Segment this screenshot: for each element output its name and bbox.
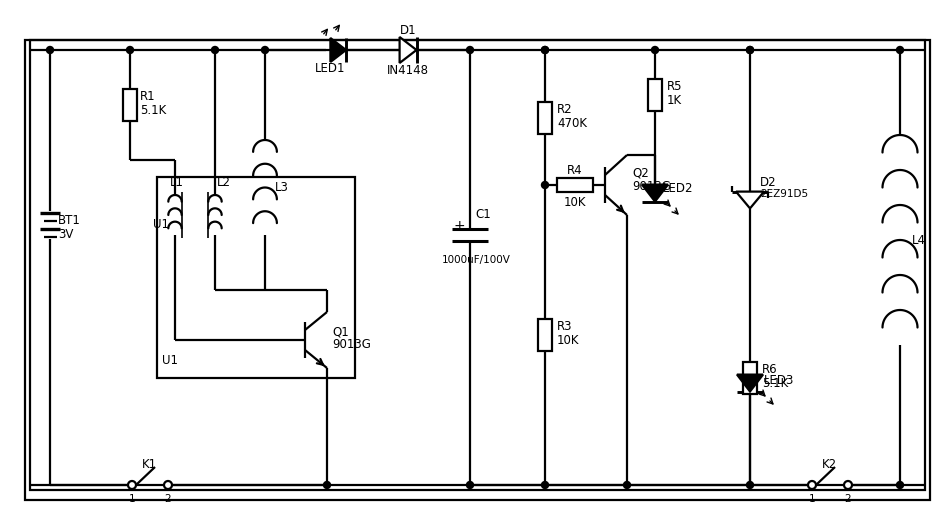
Circle shape [897,481,903,489]
Text: R2: R2 [557,103,573,116]
Circle shape [324,481,331,489]
Text: D1: D1 [400,23,416,37]
Circle shape [466,47,473,54]
Text: 2: 2 [845,494,851,504]
Text: R3: R3 [557,321,573,333]
Text: L1: L1 [170,176,184,190]
Circle shape [126,47,134,54]
Text: K2: K2 [822,458,837,472]
Text: Q2: Q2 [632,166,649,180]
Text: 2: 2 [164,494,171,504]
Text: L4: L4 [912,234,926,246]
Text: LED1: LED1 [314,61,345,75]
Polygon shape [736,192,764,208]
Text: 9013G: 9013G [632,181,671,193]
Circle shape [623,481,631,489]
Text: R6: R6 [762,363,778,376]
Circle shape [164,481,172,489]
Circle shape [542,47,548,54]
Text: 3V: 3V [58,227,73,241]
Text: Q1: Q1 [332,325,349,339]
Text: U1: U1 [162,354,178,367]
Bar [557,178,593,192]
Circle shape [261,47,269,54]
Circle shape [808,481,816,489]
Circle shape [844,481,852,489]
Text: U1: U1 [153,218,169,232]
Text: L3: L3 [275,181,289,194]
Bar [538,102,552,134]
Polygon shape [737,375,763,392]
Text: 470K: 470K [557,117,587,130]
Text: C1: C1 [475,208,491,222]
Text: R4: R4 [567,163,582,176]
Text: LED2: LED2 [663,182,693,196]
Circle shape [466,481,473,489]
Text: 2EZ91D5: 2EZ91D5 [760,189,808,199]
Circle shape [542,481,548,489]
Circle shape [747,47,753,54]
Text: 9013G: 9013G [332,339,370,351]
Text: K1: K1 [142,458,157,472]
Text: R5: R5 [667,81,682,93]
Circle shape [128,481,136,489]
Text: 10K: 10K [563,197,586,209]
Polygon shape [400,37,416,63]
Bar [743,361,757,393]
Text: LED3: LED3 [764,375,794,387]
Text: BT1: BT1 [58,214,81,226]
Text: 1K: 1K [667,94,682,108]
Text: 5.1K: 5.1K [762,377,788,390]
Text: 10K: 10K [557,334,580,348]
Circle shape [652,47,658,54]
Text: IN4148: IN4148 [387,64,429,76]
Text: 1000uF/100V: 1000uF/100V [442,255,511,265]
Text: L2: L2 [217,176,231,190]
Circle shape [542,47,548,54]
Polygon shape [331,38,346,62]
Circle shape [747,47,753,54]
Text: D2: D2 [760,175,777,189]
Text: 5.1K: 5.1K [140,104,166,118]
Bar [648,79,662,111]
Bar [123,89,137,121]
Bar [25,40,930,500]
Text: +: + [453,219,465,233]
Polygon shape [642,184,668,201]
Circle shape [47,47,53,54]
Circle shape [542,181,548,189]
Circle shape [747,481,753,489]
Bar [538,319,552,351]
Circle shape [897,47,903,54]
Text: 1: 1 [128,494,135,504]
Text: R1: R1 [140,91,156,103]
Bar [30,40,925,490]
Bar [157,177,355,378]
Text: 1: 1 [808,494,815,504]
Circle shape [212,47,218,54]
